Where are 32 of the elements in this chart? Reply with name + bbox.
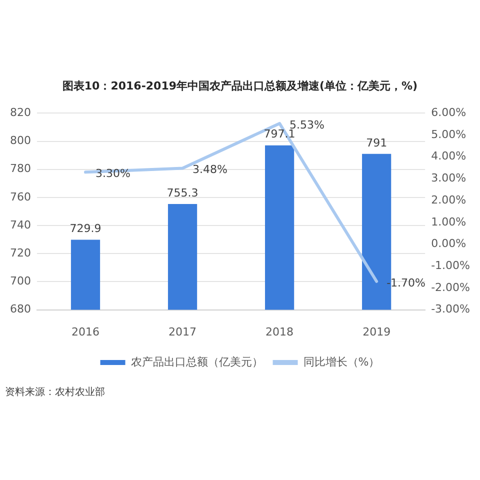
y-tick-label: 740: [10, 218, 31, 232]
legend-label: 同比增长（%）: [303, 355, 380, 368]
chart-title: 图表10：2016-2019年中国农产品出口总额及增速(单位：亿美元，%): [62, 79, 418, 92]
x-tick-label: 2018: [266, 325, 294, 338]
y-tick-label: 800: [10, 134, 31, 148]
x-tick-label: 2016: [72, 325, 100, 338]
y2-tick-label: 0.00%: [431, 237, 466, 250]
text: 资料来源：农村农业部: [5, 386, 105, 399]
y-tick-label: 760: [10, 190, 31, 204]
data-label: 3.48%: [192, 163, 228, 176]
y2-tick-label: -1.00%: [431, 258, 470, 272]
x-tick-label: 2019: [362, 325, 391, 338]
y2-tick-label: 6.00%: [431, 106, 466, 120]
y2-tick-label: 5.00%: [431, 128, 466, 141]
y2-tick-label: 3.00%: [431, 172, 466, 185]
x-tick-label: 2017: [168, 325, 197, 338]
data-label: 729.9: [70, 222, 102, 236]
y2-tick-label: 2.00%: [431, 193, 466, 206]
y-tick-label: 720: [10, 246, 31, 260]
y2-tick-label: -3.00%: [431, 302, 470, 316]
y-tick-label: 700: [10, 274, 31, 288]
y-tick-label: 680: [10, 302, 31, 316]
y-tick-label: 780: [10, 162, 31, 176]
y2-tick-label: -2.00%: [431, 280, 470, 294]
data-label: 755.3: [166, 186, 198, 200]
data-label: 791: [366, 136, 388, 150]
y-tick-label: 820: [10, 106, 31, 120]
data-label: 797.1: [264, 128, 296, 141]
y2-tick-label: 4.00%: [431, 150, 466, 163]
y2-tick-label: 1.00%: [431, 215, 466, 228]
data-label: 3.30%: [96, 167, 130, 180]
legend-label: 农产品出口总额（亿美元）: [130, 355, 263, 368]
